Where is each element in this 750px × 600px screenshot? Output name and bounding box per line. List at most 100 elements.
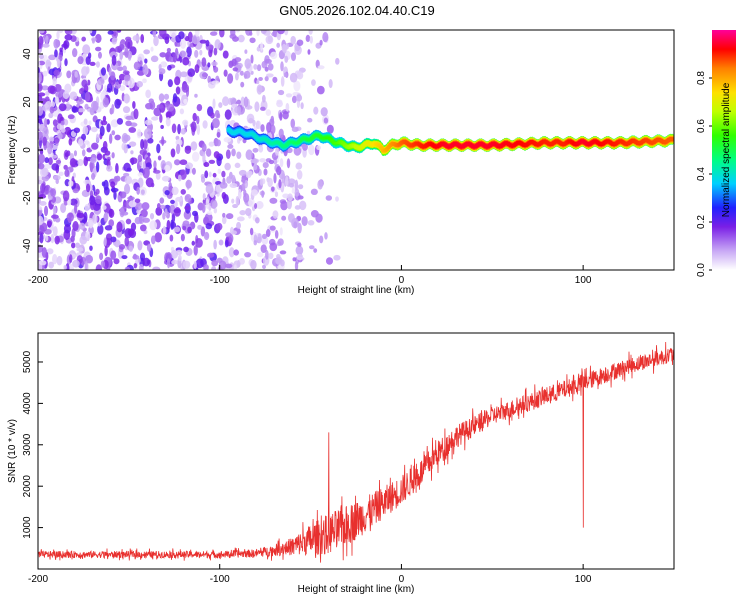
spectrogram-noise-blob (89, 157, 97, 164)
spectrogram-noise-blob (224, 162, 231, 171)
spectrogram-noise-blob (73, 150, 78, 157)
spectrogram-noise-blob (228, 60, 234, 69)
spectrogram-noise-blob (191, 167, 196, 175)
spectrogram-noise-blob (194, 30, 200, 37)
spectrogram-noise-blob (313, 106, 319, 115)
spectrogram-noise-blob (50, 188, 56, 197)
spectrogram-noise-blob (211, 61, 218, 67)
spectrogram-noise-blob (287, 193, 293, 202)
spectrogram-noise-blob (110, 236, 117, 243)
spectrogram-noise-blob (259, 178, 264, 186)
spectrogram-noise-blob (91, 37, 97, 42)
spectrogram-noise-blob (199, 39, 207, 44)
spectrogram-ridge-segment (669, 137, 674, 142)
spectrogram-noise-blob (145, 89, 151, 99)
spectrogram-noise-blob (223, 137, 232, 143)
spectrogram-noise-blob (137, 172, 144, 177)
spectrogram-noise-blob (161, 136, 165, 146)
spectrogram-noise-blob (128, 245, 134, 252)
spectrogram-noise-blob (317, 65, 325, 70)
spectrogram-noise-blob (52, 77, 57, 86)
spectrogram-noise-blob (38, 30, 45, 34)
spectrogram-noise-blob (81, 79, 88, 88)
spectrogram-noise-blob (140, 138, 145, 150)
spectrogram-noise-blob (120, 211, 129, 216)
spectrogram-noise-blob (282, 110, 289, 120)
spectrogram-noise-blob (201, 202, 206, 214)
spectrogram-noise-blob (48, 54, 57, 61)
spectrogram-noise-blob (202, 153, 206, 164)
spectrogram-noise-blob (261, 190, 265, 198)
spectrogram-noise-blob (159, 197, 165, 204)
spectrogram-noise-blob (42, 136, 47, 146)
spectrogram-noise-blob (66, 70, 72, 79)
spectrogram-noise-blob (166, 47, 171, 53)
spectrogram-ridge-layer (226, 124, 674, 157)
spectrogram-noise-blob (63, 164, 68, 170)
spectrogram-noise-blob (72, 259, 80, 268)
spectrogram-noise-layer (38, 30, 341, 270)
spectrogram-noise-blob (253, 240, 258, 246)
spectrogram-noise-blob (123, 144, 128, 154)
spectrogram-noise-blob (208, 81, 216, 89)
spectrogram-noise-blob (64, 34, 73, 41)
spectrogram-noise-blob (113, 189, 117, 201)
spectrogram-noise-blob (246, 113, 255, 124)
spectrogram-noise-blob (102, 97, 109, 108)
spectrogram-noise-blob (194, 49, 199, 58)
spectrogram-noise-blob (201, 143, 207, 152)
spectrogram-noise-blob (125, 115, 134, 121)
spectrogram-noise-blob (241, 178, 246, 183)
spectrogram-noise-blob (71, 106, 79, 113)
spectrogram-noise-blob (79, 235, 88, 245)
spectrogram-noise-blob (182, 220, 190, 227)
snr-y-tick-label: 1000 (22, 516, 33, 539)
spectrogram-noise-blob (170, 148, 176, 158)
spectrogram-noise-blob (265, 35, 274, 45)
spectrogram-noise-blob (136, 186, 140, 195)
spectrogram-noise-blob (127, 228, 135, 237)
spectrogram-noise-blob (58, 103, 67, 112)
spectrogram-noise-blob (221, 170, 226, 178)
spectrogram-noise-blob (144, 119, 153, 126)
spectrogram-noise-blob (133, 262, 138, 269)
spectrogram-noise-blob (151, 116, 159, 121)
spectrogram-noise-blob (78, 96, 83, 102)
spectrogram-noise-blob (102, 140, 108, 151)
spectrogram-noise-blob (276, 165, 282, 176)
spectrogram-noise-blob (119, 50, 124, 60)
spectrogram-noise-blob (100, 120, 108, 126)
spectrogram-noise-blob (269, 197, 278, 204)
spectrogram-noise-blob (111, 152, 115, 159)
spectrogram-noise-blob (239, 70, 244, 76)
spectrogram-noise-blob (89, 107, 95, 116)
spectrogram-noise-blob (213, 239, 217, 250)
spectrogram-noise-blob (260, 244, 267, 253)
spectrogram-noise-blob (39, 260, 47, 266)
spectrogram-noise-blob (89, 61, 96, 66)
spectrogram-noise-blob (235, 195, 240, 207)
spectrogram-noise-blob (95, 188, 100, 195)
spectrogram-noise-blob (284, 30, 289, 36)
spectrogram-noise-blob (268, 159, 275, 165)
spectrogram-noise-blob (40, 183, 46, 194)
spectrogram-noise-blob (95, 195, 102, 205)
spectrogram-noise-blob (191, 34, 200, 45)
spectrogram-noise-blob (45, 35, 49, 45)
spectrogram-noise-blob (39, 201, 47, 206)
spectrogram-noise-blob (201, 57, 207, 67)
spectrogram-noise-blob (166, 103, 175, 112)
spectrogram-noise-blob (51, 163, 60, 171)
spectrogram-noise-blob (158, 93, 165, 102)
spectrogram-noise-blob (319, 39, 323, 46)
spectrogram-noise-blob (166, 258, 171, 269)
spectrogram-noise-blob (139, 149, 148, 156)
snr-x-tick-label: 100 (575, 574, 592, 585)
spectrogram-noise-blob (203, 161, 210, 168)
spectrogram-noise-blob (296, 71, 304, 80)
spectrogram-noise-blob (100, 260, 106, 268)
spectrogram-noise-blob (175, 196, 184, 202)
spectrogram-noise-blob (165, 117, 171, 127)
spectrogram-noise-blob (60, 120, 65, 126)
